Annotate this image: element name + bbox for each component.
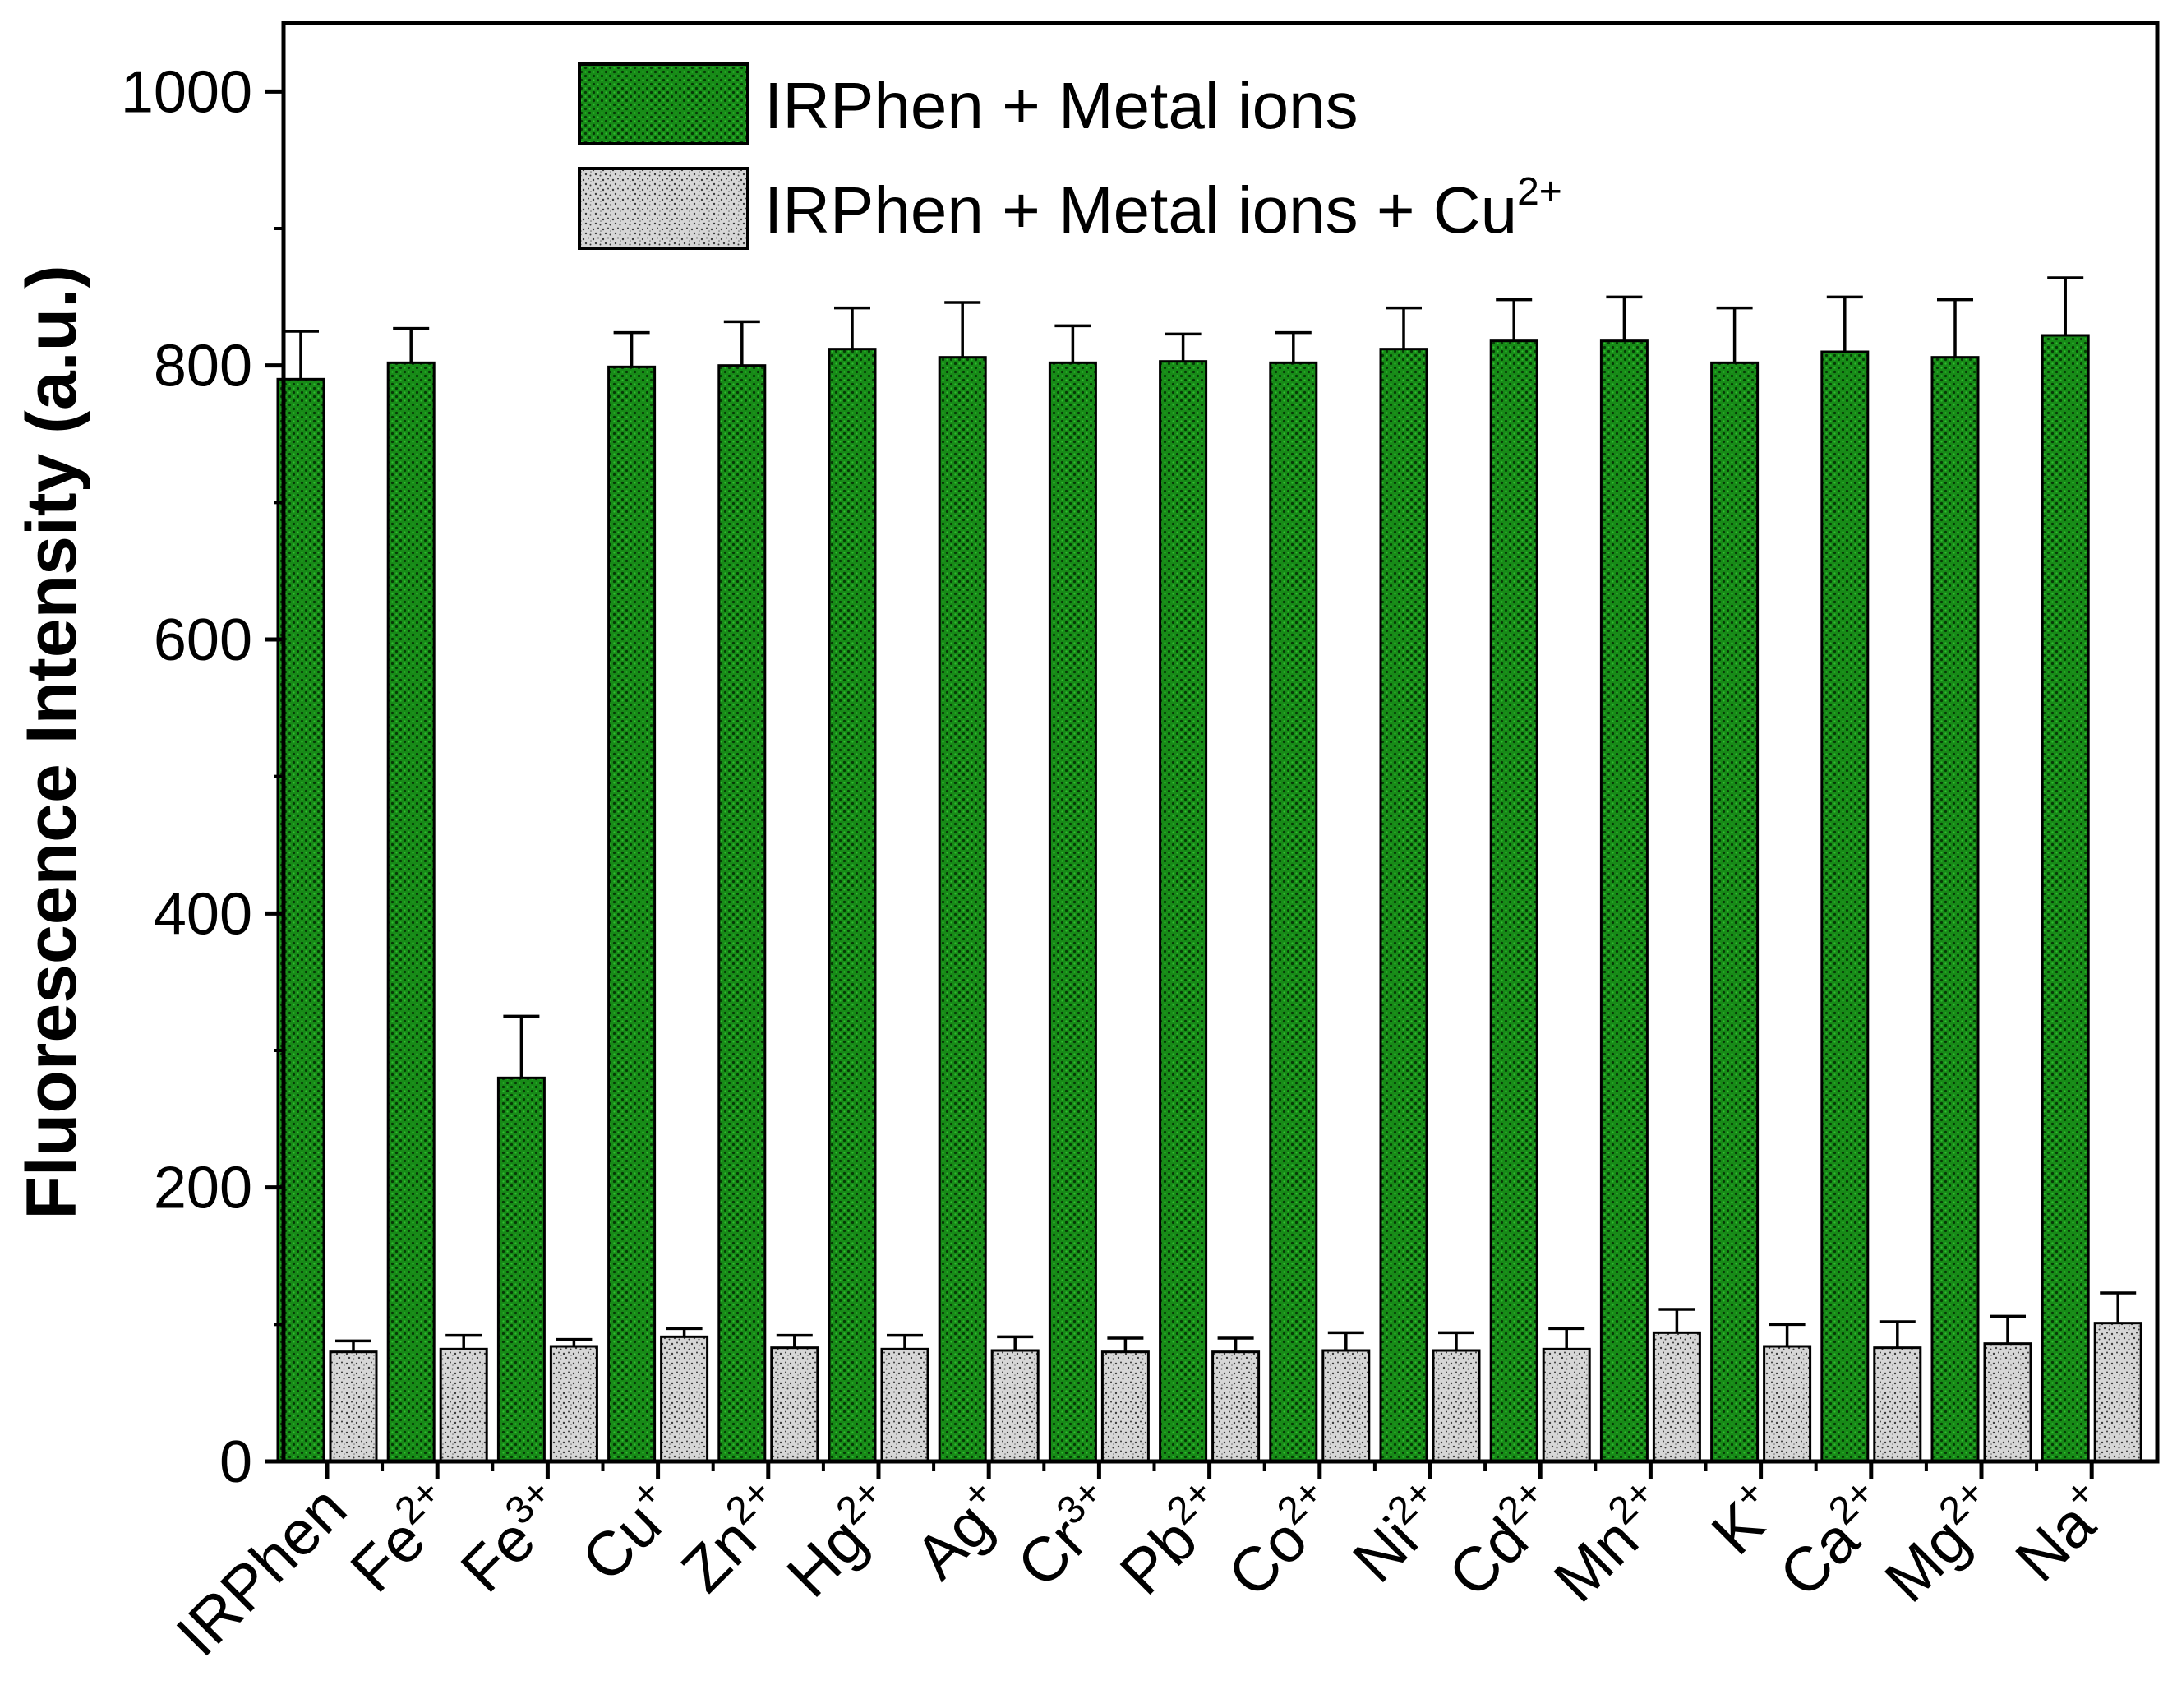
bar-metal-ions-cu-7 bbox=[1100, 1350, 1150, 1463]
x-tick-label-2: Fe3+ bbox=[445, 1470, 580, 1605]
y-axis-title: Fluorescence Intensity (a.u.) bbox=[12, 265, 91, 1219]
x-tick-label-4: Zn2+ bbox=[666, 1470, 800, 1605]
bar-metal-ions-10 bbox=[1379, 348, 1428, 1463]
bar-metal-ions-cu-15 bbox=[1983, 1342, 2032, 1463]
bar-metal-ions-cu-6 bbox=[990, 1349, 1040, 1463]
bar-metal-ions-12 bbox=[1599, 339, 1649, 1463]
x-tick-label-16: Na+ bbox=[2000, 1470, 2124, 1595]
bar-metal-ions-cu-0 bbox=[329, 1350, 378, 1463]
x-tick-label-7: Cr3+ bbox=[1002, 1470, 1132, 1600]
bar-metal-ions-cu-9 bbox=[1321, 1349, 1371, 1463]
bar-metal-ions-8 bbox=[1159, 360, 1208, 1463]
error-bars-layer bbox=[283, 276, 2137, 1352]
plot-frame bbox=[281, 21, 2160, 1464]
bar-metal-ions-cu-5 bbox=[880, 1347, 929, 1463]
y-tick-label-0: 0 bbox=[219, 1429, 252, 1495]
bar-metal-ions-15 bbox=[1930, 356, 1980, 1463]
x-tick-label-0: IRPhen bbox=[164, 1473, 360, 1669]
x-tick-label-5: Hg2+ bbox=[772, 1470, 911, 1610]
y-tick-label-200: 200 bbox=[154, 1156, 252, 1221]
x-tick-label-6: Ag+ bbox=[900, 1470, 1022, 1592]
legend-label-0: IRPhen + Metal ions bbox=[764, 69, 1358, 142]
bar-metal-ions-cu-14 bbox=[1873, 1346, 1922, 1463]
bar-metal-ions-cu-2 bbox=[549, 1345, 598, 1463]
x-tick-label-1: Fe2+ bbox=[335, 1470, 470, 1605]
bar-metal-ions-2 bbox=[496, 1076, 546, 1463]
bar-metal-ions-cu-13 bbox=[1763, 1345, 1812, 1463]
x-tick-label-14: Ca2+ bbox=[1764, 1470, 1903, 1610]
y-axis: 0 200 400 600 800 1000 bbox=[121, 59, 284, 1495]
bar-metal-ions-4 bbox=[717, 364, 767, 1463]
bar-metal-ions-3 bbox=[607, 365, 657, 1463]
bar-metal-ions-11 bbox=[1489, 339, 1538, 1463]
x-tick-label-10: Ni2+ bbox=[1338, 1470, 1463, 1595]
y-tick-label-400: 400 bbox=[154, 881, 252, 947]
x-tick-label-12: Mn2+ bbox=[1538, 1470, 1683, 1615]
bar-metal-ions-cu-16 bbox=[2093, 1322, 2142, 1463]
legend-label-1: IRPhen + Metal ions + Cu2+ bbox=[764, 170, 1562, 247]
bar-metal-ions-5 bbox=[828, 348, 877, 1463]
bar-metal-ions-cu-10 bbox=[1432, 1349, 1481, 1463]
bar-metal-ions-14 bbox=[1820, 350, 1870, 1463]
bar-metal-ions-16 bbox=[2041, 334, 2090, 1463]
legend: IRPhen + Metal ions IRPhen + Metal ions +… bbox=[578, 62, 1562, 250]
x-tick-label-9: Co2+ bbox=[1212, 1470, 1352, 1610]
x-tick-label-3: Cu+ bbox=[566, 1470, 690, 1595]
bar-metal-ions-cu-12 bbox=[1652, 1331, 1701, 1463]
bar-metal-ions-cu-11 bbox=[1542, 1347, 1591, 1463]
x-tick-label-15: Mg2+ bbox=[1870, 1470, 2014, 1615]
x-tick-label-11: Cd2+ bbox=[1433, 1470, 1573, 1610]
bar-metal-ions-1 bbox=[386, 361, 436, 1463]
x-tick-label-8: Pb2+ bbox=[1105, 1470, 1242, 1608]
bar-metal-ions-9 bbox=[1269, 361, 1318, 1463]
bar-metal-ions-cu-4 bbox=[770, 1346, 819, 1463]
y-tick-label-600: 600 bbox=[154, 607, 252, 673]
bar-metal-ions-cu-1 bbox=[439, 1347, 488, 1463]
legend-swatch-1 bbox=[578, 167, 749, 250]
y-tick-label-800: 800 bbox=[154, 334, 252, 399]
bar-metal-ions-7 bbox=[1048, 361, 1097, 1463]
bar-metal-ions-13 bbox=[1710, 361, 1760, 1463]
bar-metal-ions-6 bbox=[938, 356, 987, 1463]
legend-swatch-0 bbox=[578, 62, 749, 145]
bar-metal-ions-cu-3 bbox=[660, 1335, 709, 1463]
y-tick-label-1000: 1000 bbox=[121, 59, 252, 125]
bar-metal-ions-cu-8 bbox=[1211, 1350, 1261, 1463]
bars-layer bbox=[276, 334, 2142, 1463]
